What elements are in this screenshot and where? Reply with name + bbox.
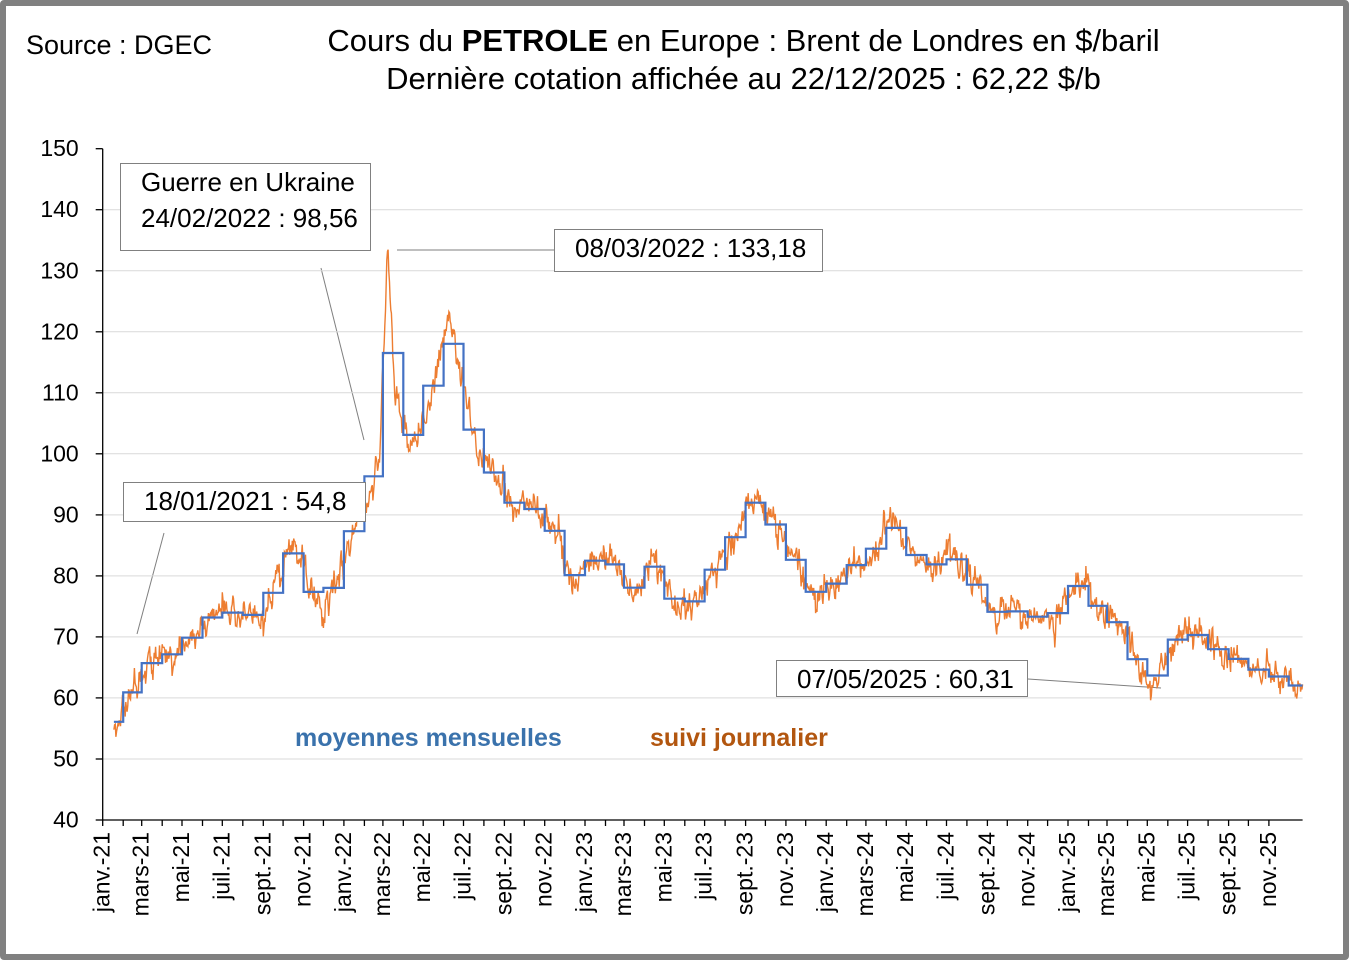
svg-text:90: 90	[53, 501, 79, 527]
svg-text:nov.-24: nov.-24	[1014, 832, 1040, 907]
svg-text:140: 140	[40, 196, 78, 222]
svg-text:sept.-25: sept.-25	[1215, 832, 1241, 915]
svg-text:mars-24: mars-24	[852, 832, 878, 917]
svg-text:nov.-23: nov.-23	[772, 832, 798, 907]
svg-text:130: 130	[40, 257, 78, 283]
svg-text:mai-21: mai-21	[168, 832, 194, 902]
svg-text:mars-21: mars-21	[128, 832, 154, 916]
svg-text:nov.-25: nov.-25	[1255, 832, 1281, 907]
svg-text:40: 40	[53, 807, 79, 833]
svg-text:janv.-25: janv.-25	[1054, 832, 1080, 913]
svg-text:juil.-24: juil.-24	[933, 832, 959, 901]
svg-text:70: 70	[53, 623, 79, 649]
svg-text:mai-25: mai-25	[1133, 832, 1159, 902]
svg-text:janv.-22: janv.-22	[330, 832, 356, 913]
svg-text:50: 50	[53, 746, 79, 772]
svg-text:mars-22: mars-22	[369, 832, 395, 916]
svg-text:sept.-21: sept.-21	[249, 832, 275, 915]
svg-text:nov.-21: nov.-21	[290, 832, 316, 907]
svg-text:mars-25: mars-25	[1093, 832, 1119, 916]
svg-text:janv.-24: janv.-24	[812, 832, 838, 913]
svg-text:juil.-21: juil.-21	[208, 832, 234, 901]
svg-text:sept.-24: sept.-24	[973, 832, 999, 915]
svg-text:120: 120	[40, 318, 78, 344]
svg-text:nov.-22: nov.-22	[531, 832, 557, 907]
svg-text:janv.-21: janv.-21	[89, 832, 115, 913]
svg-text:janv.-23: janv.-23	[571, 832, 597, 913]
svg-text:juil.-25: juil.-25	[1174, 832, 1200, 901]
svg-text:100: 100	[40, 440, 78, 466]
svg-text:juil.-22: juil.-22	[450, 832, 476, 901]
svg-text:110: 110	[42, 379, 79, 405]
svg-text:mai-24: mai-24	[892, 832, 918, 903]
svg-text:150: 150	[40, 135, 78, 161]
svg-text:sept.-22: sept.-22	[490, 832, 516, 915]
svg-text:mai-22: mai-22	[409, 832, 435, 902]
svg-text:sept.-23: sept.-23	[732, 832, 758, 915]
svg-text:60: 60	[53, 684, 79, 710]
svg-text:mai-23: mai-23	[650, 832, 676, 902]
svg-text:80: 80	[53, 562, 79, 588]
svg-text:juil.-23: juil.-23	[691, 832, 717, 901]
svg-text:mars-23: mars-23	[610, 832, 636, 916]
